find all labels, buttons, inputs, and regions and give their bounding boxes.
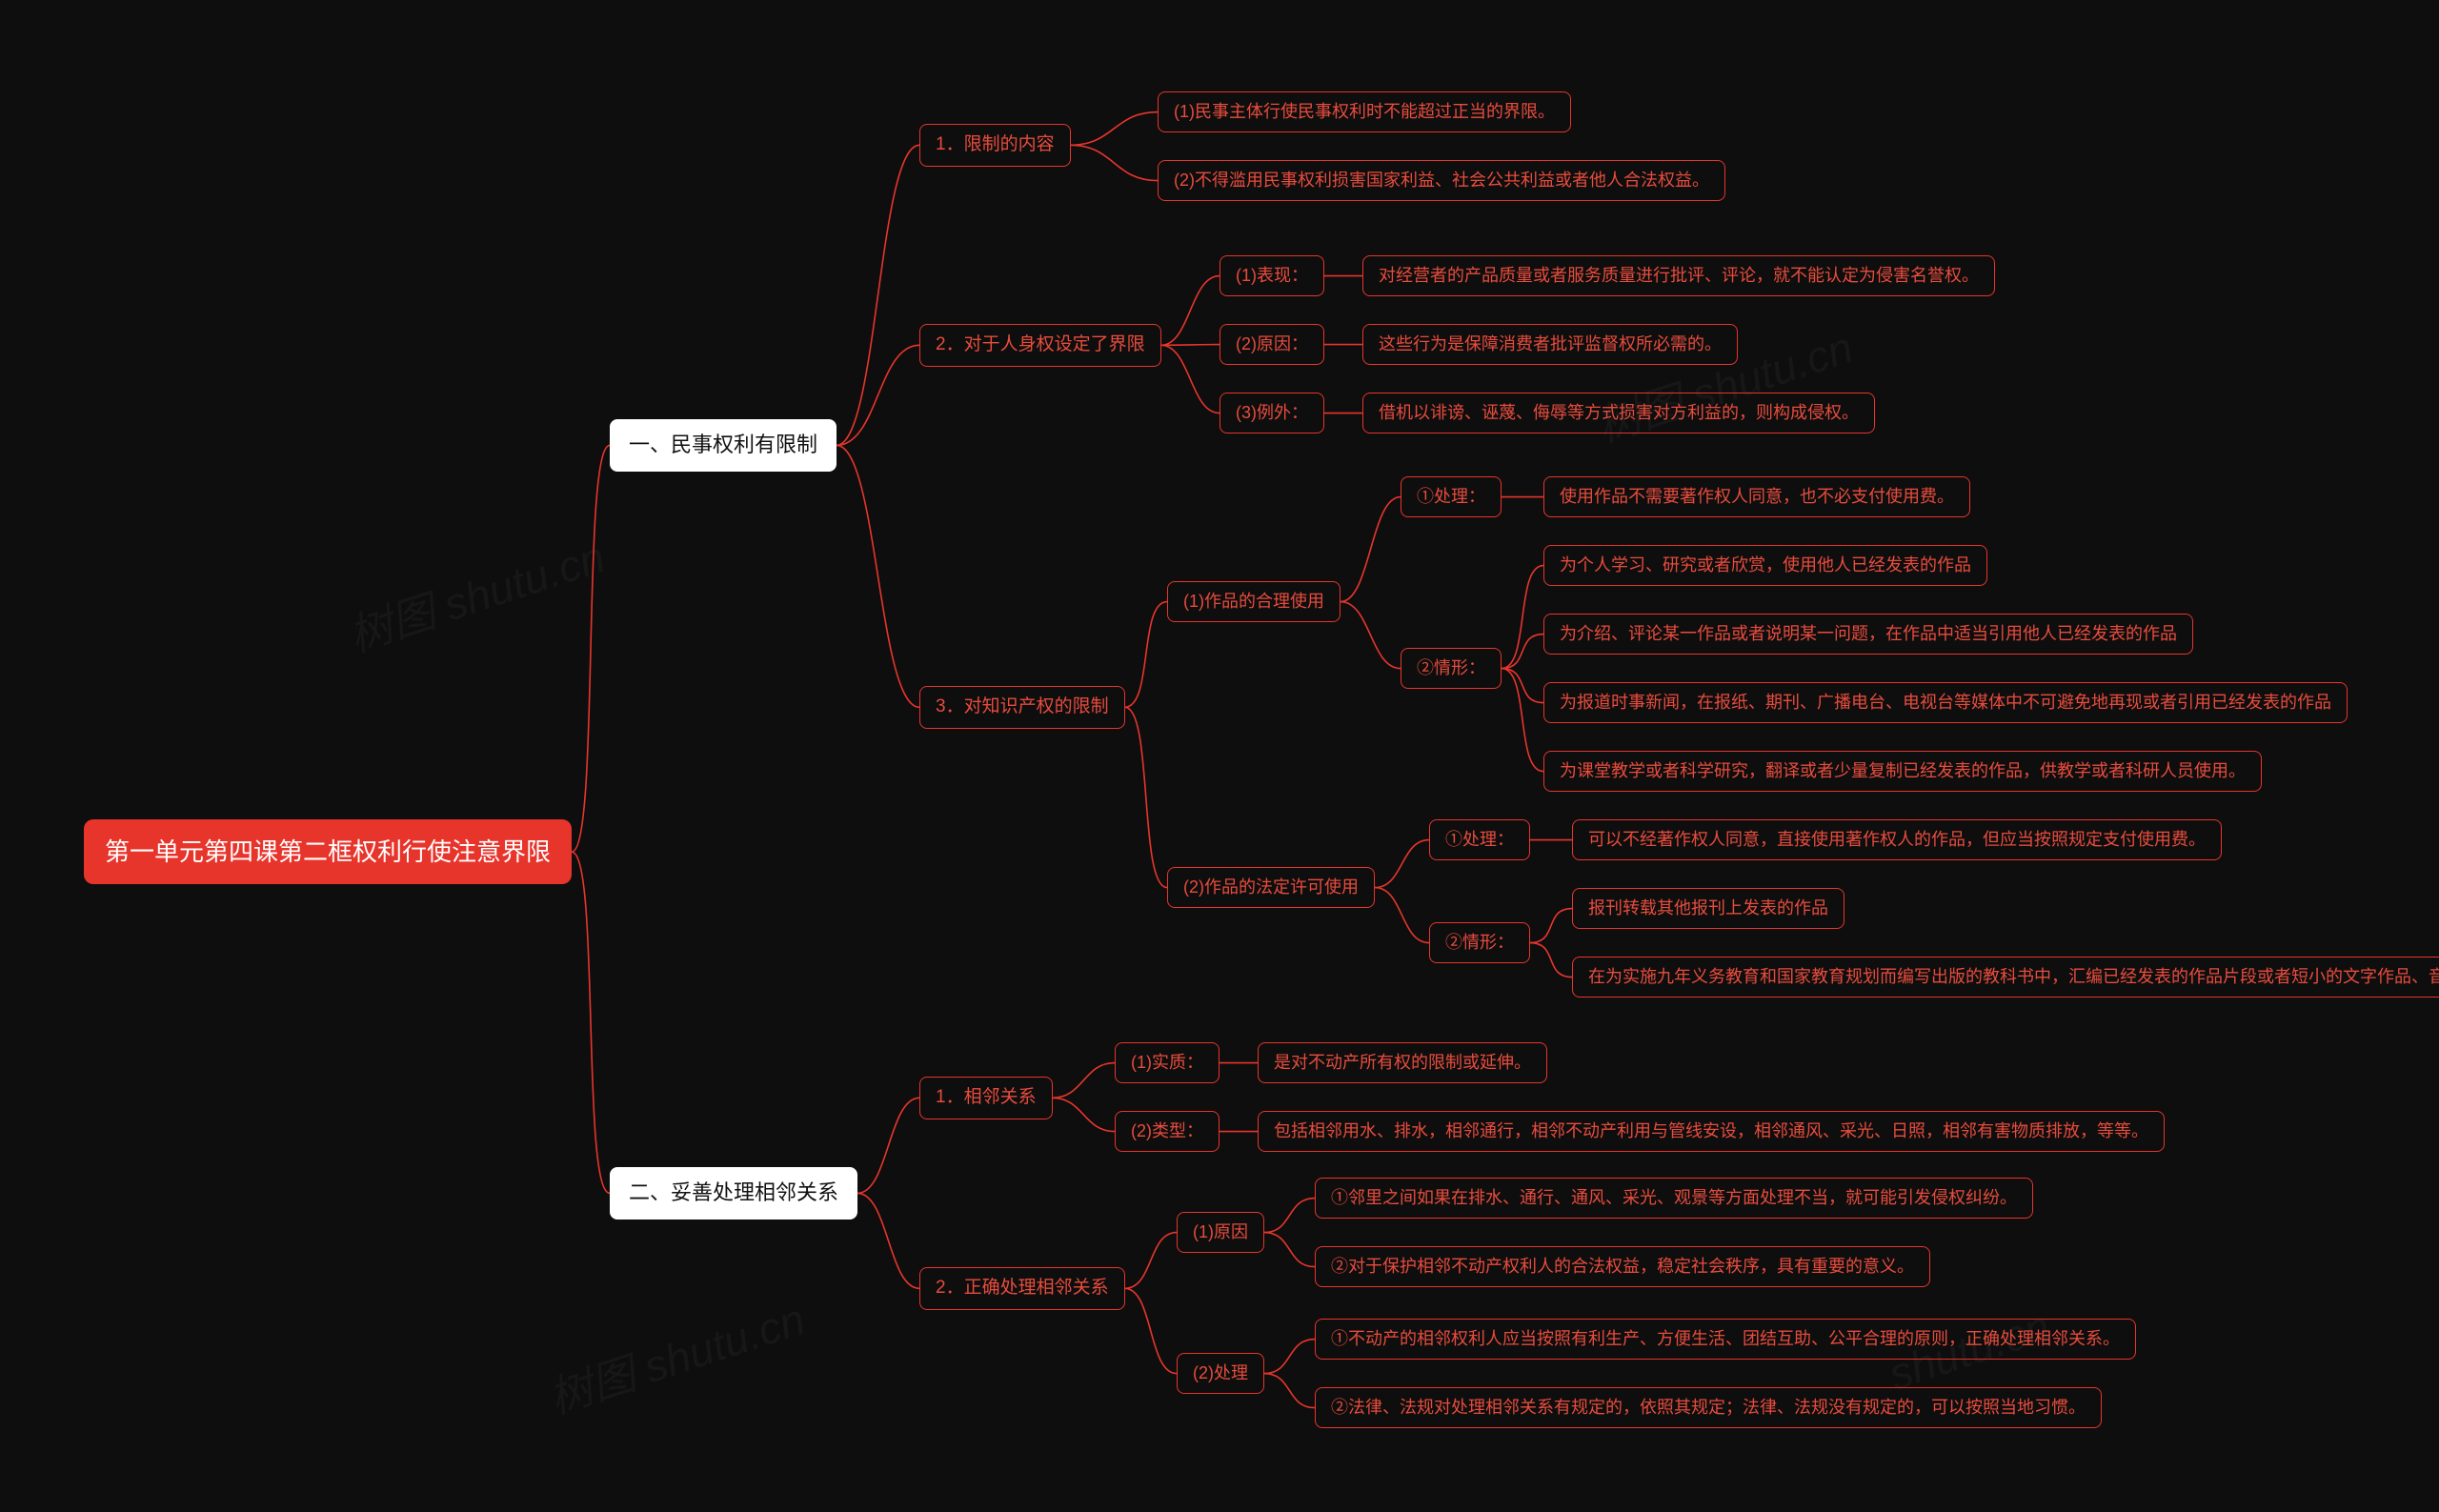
node-b11-text[interactable]: 是对不动产所有权的限制或延伸。 xyxy=(1258,1042,1547,1083)
node-b12[interactable]: (2)类型： xyxy=(1115,1111,1220,1152)
node-a32-2a[interactable]: 报刊转载其他报刊上发表的作品 xyxy=(1572,888,1844,929)
node-b21[interactable]: (1)原因 xyxy=(1177,1212,1264,1253)
node-a23[interactable]: (3)例外： xyxy=(1220,393,1324,433)
node-a12[interactable]: (2)不得滥用民事权利损害国家利益、社会公共利益或者他人合法权益。 xyxy=(1158,160,1725,201)
node-a31-2[interactable]: ②情形： xyxy=(1401,648,1502,689)
watermark: 树图 shutu.cn xyxy=(340,523,612,665)
node-a22[interactable]: (2)原因： xyxy=(1220,324,1324,365)
node-a22-text[interactable]: 这些行为是保障消费者批评监督权所必需的。 xyxy=(1362,324,1738,365)
node-b12-text[interactable]: 包括相邻用水、排水，相邻通行，相邻不动产利用与管线安设，相邻通风、采光、日照，相… xyxy=(1258,1111,2165,1152)
node-a1[interactable]: 1．限制的内容 xyxy=(919,124,1071,167)
node-b1[interactable]: 1．相邻关系 xyxy=(919,1077,1053,1119)
node-a23-text[interactable]: 借机以诽谤、诬蔑、侮辱等方式损害对方利益的，则构成侵权。 xyxy=(1362,393,1875,433)
node-b21a[interactable]: ①邻里之间如果在排水、通行、通风、采光、观景等方面处理不当，就可能引发侵权纠纷。 xyxy=(1315,1178,2033,1219)
node-a32-1[interactable]: ①处理： xyxy=(1429,819,1530,860)
root-node[interactable]: 第一单元第四课第二框权利行使注意界限 xyxy=(84,819,572,884)
node-a21[interactable]: (1)表现： xyxy=(1220,255,1324,296)
node-a21-text[interactable]: 对经营者的产品质量或者服务质量进行批评、评论，就不能认定为侵害名誉权。 xyxy=(1362,255,1995,296)
mindmap-canvas: 树图 shutu.cn 树图 shutu.cn 树图 shutu.cn shut… xyxy=(0,0,2439,1512)
node-a31-2d[interactable]: 为课堂教学或者科学研究，翻译或者少量复制已经发表的作品，供教学或者科研人员使用。 xyxy=(1543,751,2262,792)
node-a31-2b[interactable]: 为介绍、评论某一作品或者说明某一问题，在作品中适当引用他人已经发表的作品 xyxy=(1543,614,2193,655)
node-a11[interactable]: (1)民事主体行使民事权利时不能超过正当的界限。 xyxy=(1158,91,1571,132)
node-a31-1t[interactable]: 使用作品不需要著作权人同意，也不必支付使用费。 xyxy=(1543,476,1970,517)
node-a32-2b[interactable]: 在为实施九年义务教育和国家教育规划而编写出版的教科书中，汇编已经发表的作品片段或… xyxy=(1572,957,2439,998)
node-a31-1[interactable]: ①处理： xyxy=(1401,476,1502,517)
node-a31-2c[interactable]: 为报道时事新闻，在报纸、期刊、广播电台、电视台等媒体中不可避免地再现或者引用已经… xyxy=(1543,682,2348,723)
node-b22a[interactable]: ①不动产的相邻权利人应当按照有利生产、方便生活、团结互助、公平合理的原则，正确处… xyxy=(1315,1319,2136,1360)
node-a31-2a[interactable]: 为个人学习、研究或者欣赏，使用他人已经发表的作品 xyxy=(1543,545,1987,586)
node-b22[interactable]: (2)处理 xyxy=(1177,1353,1264,1394)
node-a3[interactable]: 3．对知识产权的限制 xyxy=(919,686,1125,729)
node-a32-1t[interactable]: 可以不经著作权人同意，直接使用著作权人的作品，但应当按照规定支付使用费。 xyxy=(1572,819,2222,860)
watermark: 树图 shutu.cn xyxy=(540,1285,812,1427)
node-a2[interactable]: 2．对于人身权设定了界限 xyxy=(919,324,1161,367)
node-a32[interactable]: (2)作品的法定许可使用 xyxy=(1167,867,1375,908)
node-b11[interactable]: (1)实质： xyxy=(1115,1042,1220,1083)
section-2[interactable]: 二、妥善处理相邻关系 xyxy=(610,1167,857,1220)
section-1[interactable]: 一、民事权利有限制 xyxy=(610,419,837,472)
node-a32-2[interactable]: ②情形： xyxy=(1429,922,1530,963)
node-b2[interactable]: 2．正确处理相邻关系 xyxy=(919,1267,1125,1310)
node-b22b[interactable]: ②法律、法规对处理相邻关系有规定的，依照其规定；法律、法规没有规定的，可以按照当… xyxy=(1315,1387,2102,1428)
node-a31[interactable]: (1)作品的合理使用 xyxy=(1167,581,1340,622)
node-b21b[interactable]: ②对于保护相邻不动产权利人的合法权益，稳定社会秩序，具有重要的意义。 xyxy=(1315,1246,1930,1287)
